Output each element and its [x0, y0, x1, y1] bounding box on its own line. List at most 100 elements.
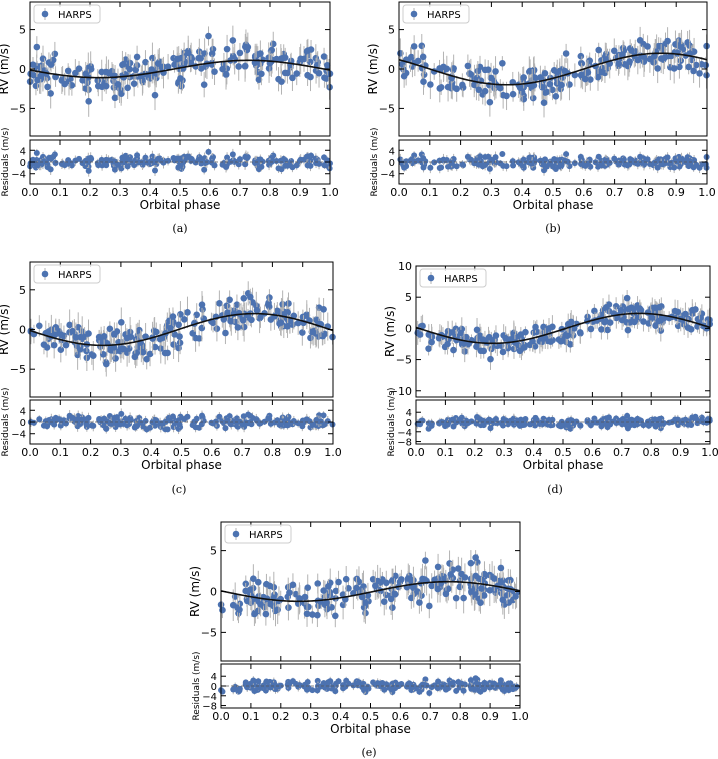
rv-point [189, 330, 196, 337]
rv-point [546, 80, 554, 88]
residual-point [405, 681, 412, 688]
x-tick-label: 0.3 [111, 186, 129, 199]
rv-point [177, 75, 184, 82]
x-tick-label: 0.6 [575, 186, 593, 199]
rv-point [229, 52, 237, 60]
rv-y-tick-label: −5 [10, 102, 26, 115]
x-tick-label: 0.0 [407, 446, 425, 459]
rv-point [229, 37, 237, 44]
residual-point [278, 166, 285, 173]
x-tick-label: 0.1 [52, 446, 70, 459]
residual-point [353, 680, 360, 687]
residual-point [682, 416, 689, 423]
residual-point [72, 416, 79, 423]
residual-point [563, 151, 570, 158]
residual-point [181, 415, 188, 422]
residual-point [497, 160, 504, 167]
x-tick-label: 0.5 [544, 186, 562, 199]
residual-point [343, 677, 350, 684]
rv-point [208, 50, 216, 58]
rv-point [325, 583, 332, 590]
x-tick-label: 0.6 [203, 446, 221, 459]
residual-y-tick-label: −4 [380, 170, 395, 181]
rv-point [473, 326, 481, 334]
rv-point [487, 74, 495, 82]
residual-point [411, 152, 418, 159]
rv-point [674, 308, 682, 316]
rv-point [234, 324, 242, 331]
residual-point [617, 417, 624, 424]
residual-point [230, 686, 237, 693]
residual-point [607, 421, 614, 428]
model-curve-d [415, 312, 711, 345]
rv-point [594, 73, 602, 81]
residual-point [266, 159, 273, 166]
residual-point [96, 415, 103, 422]
residual-point [674, 158, 681, 165]
rv-point [442, 590, 450, 598]
residual-y-tick-label: 0 [20, 418, 26, 429]
residual-point [582, 162, 589, 169]
rv-point [47, 61, 55, 68]
rv-point [124, 84, 131, 92]
residual-point [300, 419, 307, 426]
residual-point [651, 416, 658, 423]
residual-point [44, 164, 51, 171]
residual-point [169, 413, 176, 420]
panel-e: 0.0 0.1 0.2 0.3 0.4 0.5 0.6 0.7 0.8 0.9 1.050−540−… [188, 521, 529, 759]
rv-point [127, 333, 135, 341]
rv-point [102, 82, 110, 90]
rv-point [537, 74, 544, 81]
rv-point [82, 70, 90, 78]
residual-point [453, 163, 460, 170]
x-tick-label: 0.4 [141, 186, 159, 199]
residual-point [557, 423, 564, 430]
residual-point [325, 679, 332, 686]
residual-point [307, 162, 314, 169]
rv-point [467, 559, 475, 567]
rv-y-tick-label: 5 [405, 291, 412, 304]
rv-point [477, 599, 484, 606]
residual-point [542, 156, 549, 163]
rv-points-d [414, 290, 714, 370]
rv-point [297, 55, 304, 63]
rv-point [595, 46, 603, 54]
residual-point [436, 165, 443, 172]
rv-point [342, 575, 350, 583]
residual-point [286, 680, 293, 687]
residual-point [521, 421, 528, 428]
residual-point [142, 417, 149, 424]
residual-point [160, 159, 167, 166]
rv-point [532, 323, 539, 331]
residual-points-d [414, 412, 713, 433]
rv-point [461, 574, 469, 581]
rv-point [209, 319, 217, 327]
residual-point [655, 421, 662, 428]
rv-point [39, 55, 47, 63]
x-tick-label: 1.0 [324, 446, 342, 459]
rv-point [64, 67, 72, 75]
rv-point [79, 77, 86, 84]
residual-point [304, 153, 311, 160]
x-tick-label: 0.7 [231, 186, 249, 199]
rv-point [425, 345, 432, 352]
rv-point [257, 601, 264, 608]
residual-point [248, 421, 255, 428]
panel-a: 0.0 0.1 0.2 0.3 0.4 0.5 0.6 0.7 0.8 0.9 1.050−540−… [0, 1, 339, 235]
residual-point [335, 678, 342, 685]
rv-point [95, 333, 103, 341]
residual-point [639, 159, 646, 166]
residual-point [690, 164, 697, 171]
residual-point [381, 686, 388, 693]
rv-point [661, 54, 668, 61]
rv-point [152, 328, 160, 336]
rv-point [157, 345, 165, 352]
rv-point [509, 90, 517, 98]
residual-point [436, 157, 443, 164]
residual-point [111, 414, 118, 421]
rv-point [650, 58, 657, 66]
residual-point [467, 677, 474, 684]
rv-point [502, 335, 509, 342]
x-tick-label: 0.7 [606, 186, 624, 199]
rv-point [428, 582, 436, 590]
